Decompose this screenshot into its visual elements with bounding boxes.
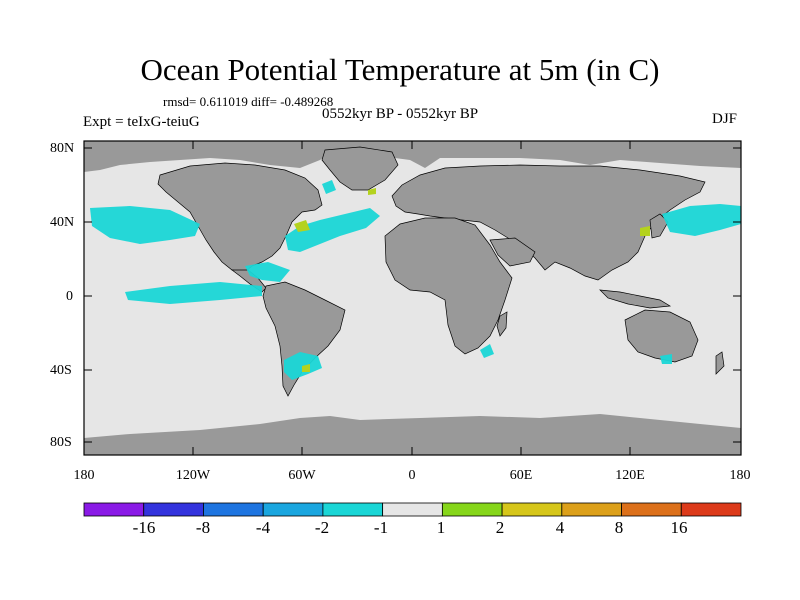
anomaly-north-atlantic — [285, 208, 380, 252]
axis-ticks — [83, 141, 742, 455]
lon-label: 180 — [729, 468, 751, 483]
indonesia-land — [599, 289, 672, 309]
colorbar-swatch — [203, 502, 264, 517]
colorbar-label: 16 — [670, 518, 688, 537]
lon-label: 60E — [509, 468, 533, 483]
season-label: DJF — [712, 111, 738, 127]
lon-label: 180 — [73, 468, 95, 483]
lat-label: 80N — [50, 141, 75, 156]
colorbar-swatch — [143, 502, 204, 517]
colorbar-swatch — [322, 502, 384, 517]
colorbar-swatch — [262, 502, 324, 517]
colorbar-label: -16 — [132, 518, 156, 537]
colorbar-swatch — [680, 502, 742, 517]
anomaly-kuroshio — [662, 204, 741, 236]
rmsd-diff-stats: rmsd= 0.611019 diff= -0.489268 — [163, 94, 334, 109]
colorbar-swatch — [382, 502, 443, 517]
anomaly-tasman — [660, 354, 672, 364]
lat-label: 0 — [66, 289, 73, 304]
anomaly-caribbean — [245, 262, 290, 282]
lon-label: 0 — [408, 468, 416, 483]
lon-label: 60W — [288, 468, 316, 483]
africa-land — [384, 217, 513, 355]
colorbar-swatch — [83, 502, 145, 517]
colorbar-label: -8 — [195, 518, 211, 537]
anomaly-japan-warm — [640, 226, 650, 236]
lon-label: 120W — [175, 468, 211, 483]
lat-label: 80S — [50, 435, 72, 450]
colorbar-label: -4 — [255, 518, 271, 537]
anomaly-rio-plata-warm — [302, 364, 310, 372]
anomaly-iceland-warm — [368, 188, 376, 195]
australia-land — [624, 309, 699, 363]
colorbar-label: 4 — [555, 518, 565, 537]
colorbar-swatch — [501, 502, 563, 517]
anomaly-labrador — [322, 180, 336, 194]
colorbar-label: 8 — [614, 518, 624, 537]
colorbar-label: 1 — [436, 518, 446, 537]
anomaly-equatorial-pacific — [125, 282, 262, 304]
anomaly-north-pacific — [90, 206, 200, 244]
north-america-land — [157, 162, 323, 273]
colorbar — [83, 502, 742, 517]
colorbar-label: -2 — [314, 518, 330, 537]
south-america-land — [262, 281, 346, 397]
arabia-land — [489, 237, 536, 267]
lat-label: 40N — [50, 215, 75, 230]
colorbar-label: 2 — [495, 518, 505, 537]
new-zealand-land — [715, 351, 725, 375]
lat-label: 40S — [50, 363, 72, 378]
japan-land — [649, 213, 669, 239]
lon-label: 120E — [615, 468, 645, 483]
anomaly-indian-ocean — [480, 344, 494, 358]
antarctica-land — [84, 414, 741, 455]
experiment-label: Expt = teIxG-teiuG — [83, 114, 200, 130]
anomaly-gulf-stream-warm — [294, 220, 310, 232]
map-title: Ocean Potential Temperature at 5m (in C) — [140, 52, 660, 87]
colorbar-swatch — [561, 502, 622, 517]
period-label: 0552kyr BP - 0552kyr BP — [322, 106, 479, 122]
colorbar-label: -1 — [373, 518, 389, 537]
madagascar-land — [496, 311, 508, 337]
colorbar-swatch — [441, 502, 503, 517]
colorbar-swatch — [621, 502, 682, 517]
arctic-land — [84, 141, 741, 172]
